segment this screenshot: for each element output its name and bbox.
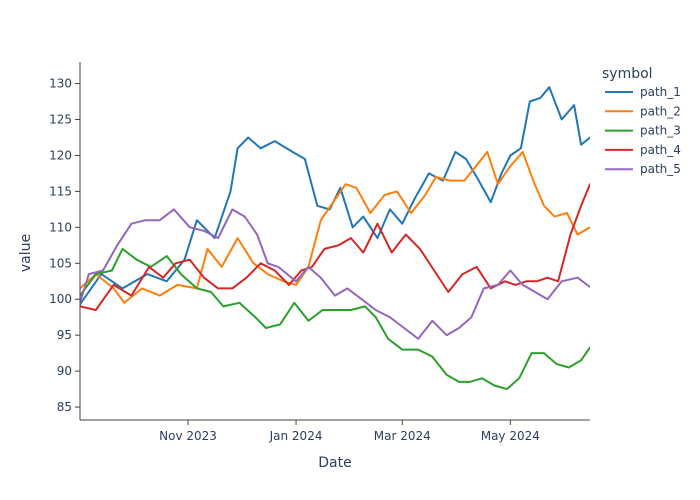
x-tick-label: Mar 2024 [374,429,431,443]
legend-item-path_5[interactable]: path_5 [605,162,681,176]
legend-item-path_4[interactable]: path_4 [605,143,681,157]
y-tick-label: 100 [49,292,72,306]
y-tick-label: 115 [49,184,72,198]
legend: symbol path_1 path_2 path_3 path_4 path_5 [602,66,681,176]
x-tick-label: Nov 2023 [159,429,217,443]
y-tick-label: 105 [49,256,72,270]
series-line-path_5 [80,208,590,340]
y-axis: 85 90 95 100 105 110 115 120 125 130 [49,62,81,420]
y-tick-label: 95 [57,328,72,342]
legend-label: path_5 [640,162,681,176]
series-line-path_1 [80,86,590,306]
y-tick-label: 90 [57,364,72,378]
legend-label: path_1 [640,85,681,99]
legend-label: path_3 [640,124,681,138]
y-tick-label: 130 [49,77,72,91]
legend-label: path_4 [640,143,681,157]
x-tick-label: May 2024 [481,429,540,443]
legend-item-path_2[interactable]: path_2 [605,104,681,118]
x-tick-label: Jan 2024 [269,429,323,443]
legend-title: symbol [602,66,653,82]
y-tick-label: 85 [57,400,72,414]
y-tick-label: 125 [49,113,72,127]
series-line-path_3 [80,247,590,391]
x-axis: Nov 2023 Jan 2024 Mar 2024 May 2024 [80,419,590,443]
plot-area [80,86,590,391]
series-line-path_4 [80,183,590,311]
legend-label: path_2 [640,104,681,118]
legend-item-path_1[interactable]: path_1 [605,85,681,99]
series-line-path_2 [80,150,590,304]
y-tick-label: 120 [49,148,72,162]
y-axis-title: value [18,234,34,272]
x-axis-title: Date [318,455,351,471]
legend-item-path_3[interactable]: path_3 [605,124,681,138]
y-tick-label: 110 [49,220,72,234]
